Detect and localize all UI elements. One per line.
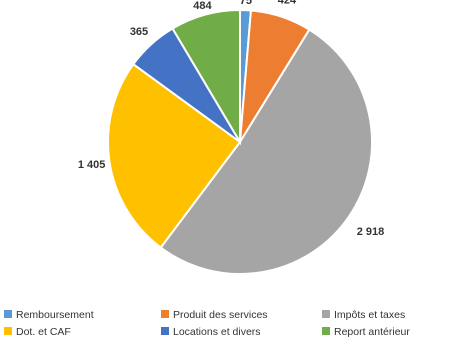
legend-swatch-remboursement bbox=[4, 310, 12, 318]
legend: Remboursement Produit des services Impôts … bbox=[4, 309, 410, 338]
legend-item-impots-et-taxes: Impôts et taxes bbox=[322, 309, 405, 321]
legend-swatch-impots-et-taxes bbox=[322, 310, 330, 318]
legend-item-dot-et-caf: Dot. et CAF bbox=[4, 326, 71, 338]
data-label-locations-et-divers: 365 bbox=[130, 26, 148, 38]
data-label-produit-des-services: 424 bbox=[278, 0, 297, 7]
pie-slices bbox=[107, 8, 374, 276]
legend-label-dot-et-caf: Dot. et CAF bbox=[16, 326, 71, 338]
legend-label-produit-des-services: Produit des services bbox=[173, 309, 268, 321]
data-label-remboursement: 75 bbox=[240, 0, 252, 7]
legend-item-locations-et-divers: Locations et divers bbox=[161, 326, 261, 338]
data-labels: 75 424 2 918 1 405 365 484 bbox=[78, 0, 384, 238]
legend-swatch-dot-et-caf bbox=[4, 327, 12, 335]
pie-slice-impots-et-taxes bbox=[159, 28, 374, 276]
pie-slice-dot-et-caf bbox=[107, 62, 242, 249]
legend-swatch-locations-et-divers bbox=[161, 327, 169, 335]
legend-label-locations-et-divers: Locations et divers bbox=[173, 326, 261, 338]
legend-item-produit-des-services: Produit des services bbox=[161, 309, 268, 321]
data-label-impots-et-taxes: 2 918 bbox=[357, 226, 385, 238]
legend-label-report-anterieur: Report antérieur bbox=[334, 326, 410, 338]
data-label-report-anterieur: 484 bbox=[193, 0, 212, 12]
legend-label-remboursement: Remboursement bbox=[16, 309, 94, 321]
legend-item-remboursement: Remboursement bbox=[4, 309, 94, 321]
legend-swatch-report-anterieur bbox=[322, 327, 330, 335]
pie-slice-report-anterieur bbox=[171, 8, 241, 146]
data-label-dot-et-caf: 1 405 bbox=[78, 159, 106, 171]
legend-swatch-produit-des-services bbox=[161, 310, 169, 318]
legend-label-impots-et-taxes: Impôts et taxes bbox=[334, 309, 405, 321]
legend-item-report-anterieur: Report antérieur bbox=[322, 326, 410, 338]
